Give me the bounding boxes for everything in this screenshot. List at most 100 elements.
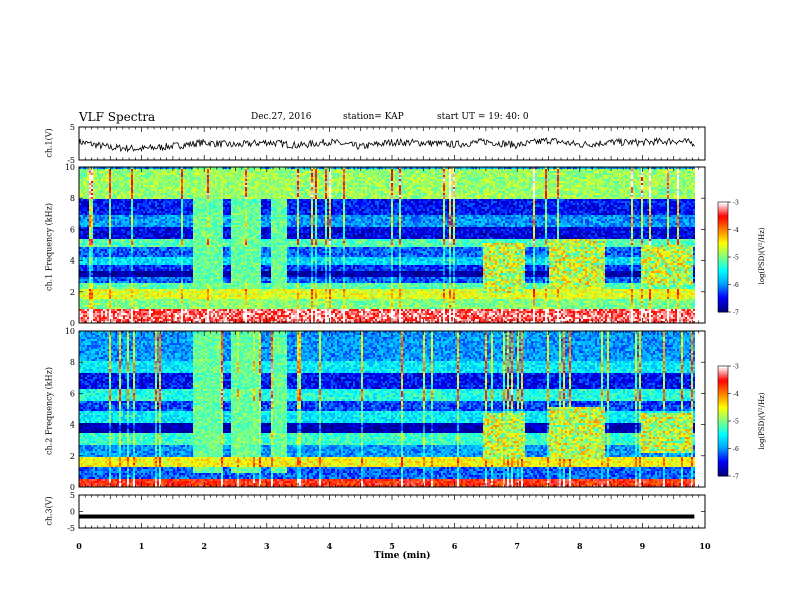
spectrogram-cell	[103, 277, 105, 279]
spectrogram-cell	[161, 199, 163, 201]
spectrogram-cell	[97, 187, 99, 189]
spectrogram-cell	[145, 211, 147, 213]
spectrogram-cell	[103, 229, 105, 231]
spectrogram-cell	[149, 307, 151, 309]
spectrogram-cell	[169, 261, 171, 263]
spectrogram-cell	[113, 251, 115, 253]
spectrogram-cell	[99, 295, 101, 297]
spectrogram-cell	[161, 273, 163, 275]
spectrogram-cell	[85, 297, 87, 299]
spectrogram-cell	[105, 309, 107, 311]
spectrogram-cell	[91, 225, 93, 227]
spectrogram-cell	[115, 187, 117, 189]
spectrogram-cell	[119, 201, 121, 203]
spectrogram-cell	[91, 297, 93, 299]
spectrogram-cell	[193, 215, 195, 217]
spectrogram-cell	[89, 305, 91, 307]
spectrogram-cell	[93, 199, 95, 201]
spectrogram-cell	[133, 255, 135, 257]
spectrogram-cell	[195, 299, 197, 301]
spectrogram-cell	[171, 175, 173, 177]
spectrogram-cell	[193, 193, 195, 195]
spectrogram-cell	[105, 277, 107, 279]
spectrogram-cell	[93, 193, 95, 195]
spectrogram-cell	[143, 181, 145, 183]
spectrogram-cell	[129, 287, 131, 289]
spectrogram-cell	[91, 191, 93, 193]
spectrogram-cell	[129, 187, 131, 189]
spectrogram-cell	[181, 189, 183, 191]
spectrogram-cell	[99, 261, 101, 263]
spectrogram-cell	[141, 271, 143, 273]
spectrogram-cell	[189, 179, 191, 181]
spectrogram-cell	[195, 267, 197, 269]
spectrogram-cell	[191, 187, 193, 189]
spectrogram-cell	[157, 287, 159, 289]
spectrogram-cell	[189, 201, 191, 203]
spectrogram-cell	[155, 297, 157, 299]
spectrogram-cell	[125, 255, 127, 257]
spectrogram-cell	[173, 263, 175, 265]
spectrogram-cell	[101, 289, 103, 291]
spectrogram-cell	[83, 191, 85, 193]
spectrogram-cell	[163, 301, 165, 303]
spectrogram-cell	[161, 255, 163, 257]
spectrogram-cell	[109, 261, 111, 263]
spectrogram-cell	[85, 255, 87, 257]
spectrogram-cell	[133, 237, 135, 239]
spectrogram-cell	[123, 303, 125, 305]
spectrogram-cell	[167, 217, 169, 219]
spectrogram-cell	[109, 279, 111, 281]
spectrogram-cell	[149, 231, 151, 233]
spectrogram-cell	[199, 231, 201, 233]
spectrogram-cell	[147, 179, 149, 181]
spectrogram-cell	[173, 301, 175, 303]
spectrogram-cell	[81, 261, 83, 263]
spectrogram-cell	[177, 303, 179, 305]
spectrogram-cell	[95, 243, 97, 245]
spectrogram-cell	[195, 197, 197, 199]
spectrogram-cell	[187, 317, 189, 319]
spectrogram-cell	[147, 183, 149, 185]
spectrogram-cell	[103, 317, 105, 319]
spectrogram-cell	[153, 203, 155, 205]
spectrogram-cell	[99, 305, 101, 307]
spectrogram-cell	[139, 283, 141, 285]
spectrogram-cell	[147, 219, 149, 221]
spectrogram-cell	[121, 205, 123, 207]
spectrogram-cell	[111, 303, 113, 305]
spectrogram-cell	[193, 209, 195, 211]
spectrogram-cell	[197, 247, 199, 249]
spectrogram-cell	[153, 317, 155, 319]
spectrogram-cell	[111, 285, 113, 287]
spectrogram-cell	[111, 291, 113, 293]
spectrogram-cell	[119, 317, 121, 319]
spectrogram-cell	[187, 279, 189, 281]
spectrogram-cell	[121, 241, 123, 243]
spectrogram-cell	[167, 319, 169, 321]
spectrogram-cell	[197, 193, 199, 195]
spectrogram-cell	[177, 305, 179, 307]
spectrogram-cell	[161, 243, 163, 245]
spectrogram-cell	[185, 253, 187, 255]
spectrogram-cell	[189, 219, 191, 221]
spectrogram-cell	[109, 231, 111, 233]
spectrogram-cell	[167, 187, 169, 189]
spectrogram-cell	[121, 199, 123, 201]
spectrogram-cell	[185, 241, 187, 243]
spectrogram-cell	[183, 291, 185, 293]
spectrogram-cell	[143, 261, 145, 263]
spectrogram-cell	[137, 209, 139, 211]
spectrogram-cell	[199, 225, 201, 227]
spectrogram-cell	[157, 175, 159, 177]
spectrogram-cell	[107, 283, 109, 285]
spectrogram-cell	[85, 251, 87, 253]
spectrogram-cell	[99, 195, 101, 197]
spectrogram-cell	[169, 177, 171, 179]
spectrogram-cell	[161, 169, 163, 171]
spectrogram-cell	[163, 197, 165, 199]
spectrogram-cell	[141, 223, 143, 225]
spectrogram-cell	[183, 213, 185, 215]
spectrogram-cell	[147, 285, 149, 287]
spectrogram-cell	[181, 225, 183, 227]
